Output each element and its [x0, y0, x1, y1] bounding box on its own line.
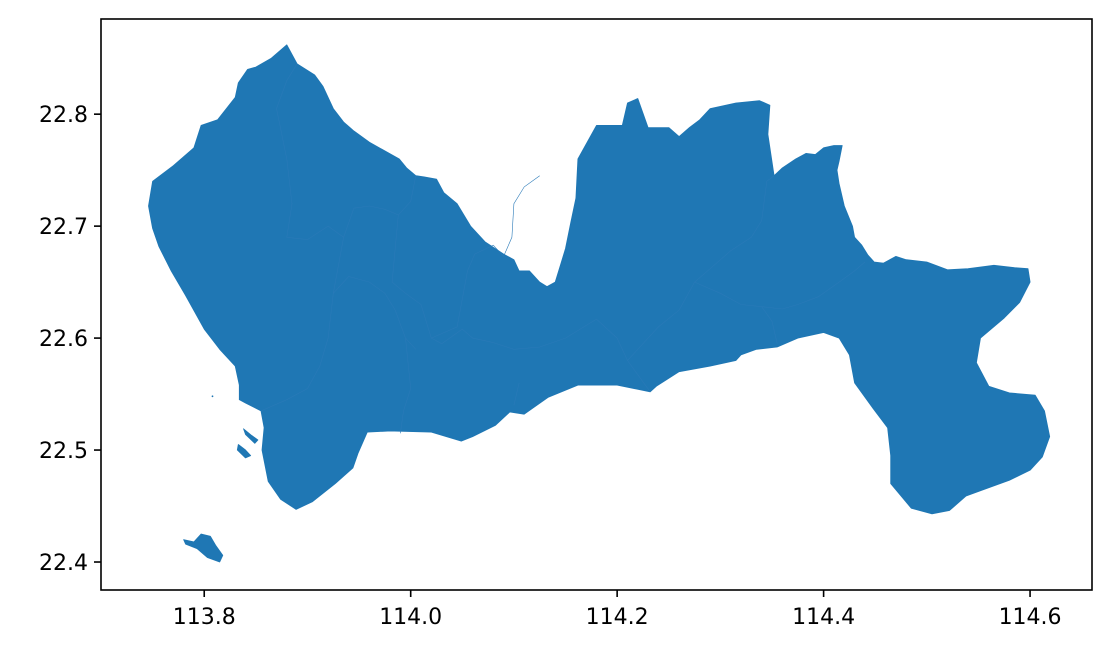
district-boundary-13 [276, 108, 344, 240]
district-boundary-11 [761, 306, 778, 344]
y-tick-label: 22.5 [39, 439, 88, 464]
district-boundary-10 [694, 261, 866, 310]
polygon-island-south [183, 533, 224, 563]
polygon-mainland [148, 44, 1051, 515]
stray-point-1 [211, 395, 214, 398]
district-boundary-2 [333, 175, 417, 294]
district-boundary-9 [627, 175, 775, 361]
y-tick-label: 22.8 [39, 103, 88, 128]
y-tick-label: 22.7 [39, 215, 88, 240]
district-boundary-4 [400, 338, 412, 434]
district-boundary-12 [276, 63, 298, 109]
x-tick-label: 114.4 [792, 605, 855, 630]
y-tick-label: 22.4 [39, 551, 88, 576]
x-tick-label: 113.8 [173, 605, 236, 630]
district-boundary-6 [431, 175, 540, 339]
x-tick-label: 114.6 [999, 605, 1062, 630]
district-boundary-1 [260, 276, 417, 412]
district-boundary-5 [441, 328, 494, 344]
map-geometry [148, 44, 1051, 563]
y-axis: 22.4 22.5 22.6 22.7 22.8 [39, 103, 101, 576]
x-tick-label: 114.2 [586, 605, 649, 630]
x-tick-label: 114.0 [379, 605, 442, 630]
polygon-islet-2 [236, 444, 252, 459]
district-boundary-8 [513, 382, 520, 406]
y-tick-label: 22.6 [39, 327, 88, 352]
polygon-islet-1 [243, 428, 259, 444]
plot-frame [100, 18, 1093, 591]
x-axis: 113.8 114.0 114.2 114.4 114.6 [173, 590, 1062, 630]
district-boundary-7 [493, 318, 651, 392]
